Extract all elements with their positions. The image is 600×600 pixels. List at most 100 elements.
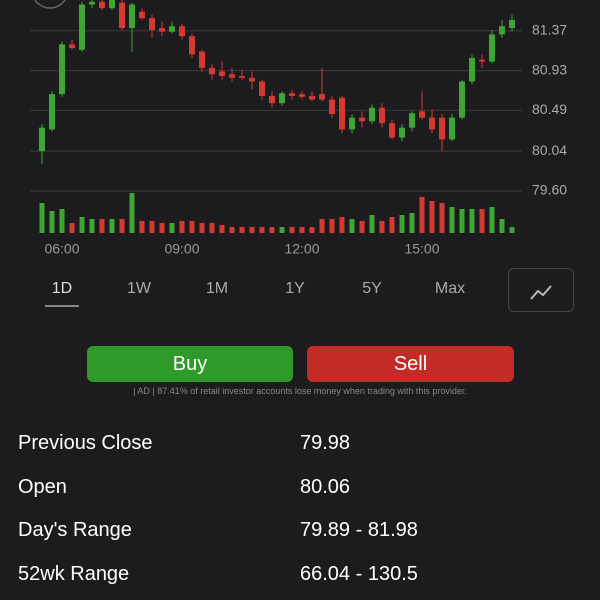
volume-bar [339, 217, 345, 233]
volume-bar [369, 215, 375, 233]
candle-body [189, 36, 195, 55]
candle-body [289, 93, 295, 96]
candle-body [219, 71, 225, 77]
candle-body [389, 123, 395, 138]
range-button[interactable]: 1D [51, 280, 73, 297]
line-icon [530, 285, 552, 300]
candle-body [399, 127, 405, 138]
volume-bar [259, 227, 265, 233]
volume-bar [489, 207, 495, 233]
candle-body [369, 107, 375, 122]
stat-value: 80.06 [300, 475, 351, 498]
candle-body [469, 57, 475, 82]
volume-bar [329, 219, 335, 233]
candle-body [239, 76, 245, 78]
stat-value: 79.98 [300, 432, 351, 454]
volume-bar [69, 223, 75, 233]
candle-body [109, 0, 115, 9]
chart-type-button[interactable] [508, 268, 574, 312]
candle-body [199, 51, 205, 68]
volume-bar [239, 227, 245, 233]
candle-body [499, 26, 505, 35]
candle-body [149, 18, 155, 30]
volume-bar [149, 221, 155, 233]
stat-label: Previous Close [18, 432, 153, 454]
candle-body [309, 95, 315, 100]
candle-body [509, 19, 515, 29]
candle-body [459, 81, 465, 118]
volume-bar [479, 209, 485, 233]
stat-row: Previous Close 79.98 [0, 432, 600, 462]
x-tick-label: 12:00 [284, 241, 319, 257]
y-tick-label: 79.60 [532, 182, 567, 198]
stat-label: 52wk Range [18, 562, 130, 585]
stat-row: 52wk Range 66.04 - 130.5 [0, 563, 600, 593]
range-button[interactable]: Max [434, 280, 466, 297]
candle-body [379, 107, 385, 124]
volume-bar [469, 209, 475, 233]
stat-row: Open 80.06 [0, 476, 600, 506]
candle-body [89, 1, 95, 5]
candle-body [429, 117, 435, 130]
volume-bar [119, 219, 125, 233]
candle-body [59, 44, 65, 95]
candle-body [479, 59, 485, 62]
volume-bar [139, 221, 145, 233]
candle-body [99, 1, 105, 9]
candle-body [359, 117, 365, 122]
x-tick-label: 09:00 [164, 241, 199, 257]
volume-bar [39, 203, 45, 233]
chart: 79.60 80.04 80.49 80.93 81.37 06:00 09:00 12:00… [30, 0, 567, 257]
candle-body [349, 117, 355, 130]
candle-body [259, 81, 265, 96]
candle-body [419, 111, 425, 118]
stat-label: Day's Range [18, 519, 132, 541]
sell-button[interactable]: Sell [307, 346, 514, 382]
candle-body [269, 95, 275, 104]
candle-body [69, 44, 75, 48]
range-button[interactable]: 1M [205, 280, 229, 297]
volume-bar [509, 227, 515, 233]
volume-bar [179, 221, 185, 233]
candle-body [139, 11, 145, 19]
y-tick-label: 80.04 [532, 142, 567, 158]
candle-body [449, 117, 455, 140]
candle-body [39, 127, 45, 152]
volume-bar [229, 227, 235, 233]
range-underline [45, 305, 79, 307]
buy-button[interactable]: Buy [87, 346, 293, 382]
volume-bar [429, 201, 435, 233]
volume-bar [209, 223, 215, 233]
candle-body [299, 94, 305, 97]
volume-bar [199, 223, 205, 233]
volume-bar [389, 217, 395, 233]
range-button[interactable]: 5Y [362, 280, 382, 297]
volume-bar [319, 219, 325, 233]
volume-bar [349, 219, 355, 233]
disclaimer: | AD | 87.41% of retail investor account… [133, 386, 467, 396]
candle-body [329, 99, 335, 115]
candle-body [179, 26, 185, 37]
volume-bar [439, 203, 445, 233]
candle-body [409, 113, 415, 128]
volume-bar [249, 227, 255, 233]
y-tick-label: 81.37 [532, 21, 567, 37]
x-tick-label: 06:00 [44, 241, 79, 257]
candle-body [79, 4, 85, 50]
candle-body [159, 28, 165, 32]
candle-body [119, 2, 125, 29]
volume-bar [49, 211, 55, 233]
stat-row: Day's Range 79.89 - 81.98 [0, 519, 600, 549]
range-button[interactable]: 1W [127, 280, 151, 297]
volume-bar [79, 217, 85, 233]
y-tick-label: 80.93 [532, 61, 567, 77]
candle-body [489, 34, 495, 62]
volume-bar [499, 219, 505, 233]
candle-body [209, 67, 215, 75]
back-icon[interactable] [32, 0, 68, 9]
range-button[interactable]: 1Y [285, 280, 305, 297]
volume-bar [59, 209, 65, 233]
volume-bar [159, 223, 165, 233]
y-tick-label: 80.49 [532, 101, 567, 117]
